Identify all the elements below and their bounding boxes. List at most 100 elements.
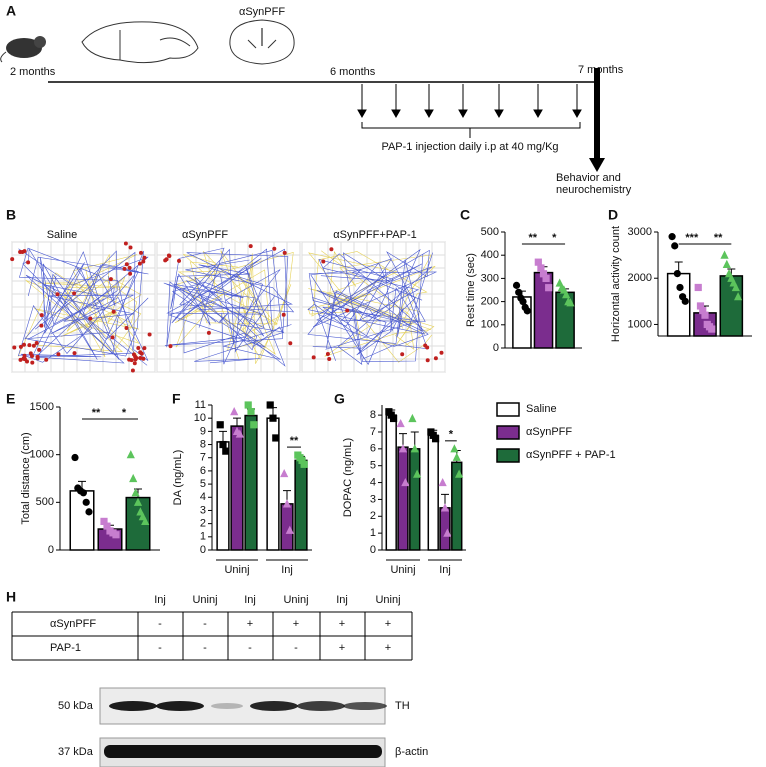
data-point — [438, 477, 447, 487]
rest-dot — [167, 254, 172, 258]
data-point — [671, 242, 679, 250]
track-path — [170, 247, 275, 353]
data-point — [141, 516, 150, 525]
legend: Saline αSynPFF αSynPFF + PAP-1 — [496, 402, 616, 463]
rest-dot — [72, 291, 77, 296]
significance-label: ** — [92, 407, 101, 419]
bar — [69, 490, 95, 551]
data-point — [515, 288, 523, 296]
rest-dot — [141, 259, 146, 264]
data-point — [247, 407, 255, 416]
rest-dot — [282, 250, 287, 255]
rest-dot — [288, 341, 293, 346]
track-images — [10, 241, 446, 373]
data-point — [250, 421, 258, 429]
outcome-label: neurochemistry — [556, 184, 632, 196]
data-point — [523, 307, 531, 315]
data-point — [230, 406, 239, 416]
bracket — [361, 122, 581, 138]
data-point — [216, 421, 224, 429]
rest-dot — [124, 326, 129, 330]
y-tick-label: 400 — [481, 249, 499, 261]
significance-label: *** — [685, 232, 699, 244]
rest-dot — [122, 266, 127, 271]
panel-label: C — [460, 207, 470, 223]
data-point — [566, 298, 575, 307]
data-point — [298, 456, 306, 464]
rest-dot — [142, 346, 147, 351]
bar — [385, 414, 397, 551]
rest-dot — [22, 342, 26, 347]
rest-dot — [18, 357, 23, 362]
blot-band — [104, 745, 382, 758]
rest-dot — [147, 332, 152, 337]
y-tick-label: 6 — [200, 465, 206, 477]
cell: - — [203, 618, 207, 630]
data-point — [235, 429, 244, 438]
data-point — [545, 284, 553, 292]
y-tick-label: 100 — [481, 319, 499, 331]
rest-dot — [325, 352, 330, 356]
panel-label: G — [334, 391, 345, 407]
data-point — [699, 306, 707, 315]
cell: - — [158, 642, 162, 654]
rest-dot — [168, 344, 173, 349]
rest-dot — [123, 241, 128, 246]
rest-dot — [12, 345, 17, 350]
track-title: αSynPFF — [182, 229, 228, 241]
blot-size: 37 kDa — [58, 746, 94, 758]
panel-label: F — [172, 391, 181, 407]
rest-dot — [311, 355, 316, 360]
significance-label: * — [552, 232, 557, 244]
cell: + — [385, 642, 391, 654]
y-tick-label: 2000 — [628, 272, 652, 284]
rest-dot — [281, 312, 286, 317]
rest-dot — [22, 357, 27, 361]
row-label: PAP-1 — [50, 642, 81, 654]
brain-sagittal — [81, 21, 199, 64]
y-tick-label: 2 — [370, 510, 376, 522]
data-point — [398, 444, 408, 453]
brain-coronal — [229, 19, 295, 65]
cell: - — [158, 618, 162, 630]
error-bar — [233, 417, 241, 427]
data-point — [431, 435, 440, 443]
rest-dot — [31, 343, 36, 348]
bar — [230, 425, 244, 551]
rest-dot — [127, 265, 132, 270]
rest-dot — [134, 356, 139, 360]
blot-table: Inj Uninj Inj Uninj Inj Uninj αSynPFF - - + + + + PAP… — [11, 594, 428, 758]
blot-bands — [109, 701, 387, 711]
data-point — [129, 473, 138, 483]
y-tick-label: 4 — [200, 491, 206, 503]
data-point — [534, 258, 542, 266]
track-path — [175, 251, 294, 355]
data-point — [222, 447, 230, 455]
data-point — [720, 250, 729, 259]
data-point — [443, 528, 452, 537]
data-point — [452, 452, 461, 461]
rest-dot — [88, 316, 93, 321]
y-tick-label: 11 — [195, 399, 206, 411]
rest-dot — [34, 341, 39, 345]
panel-label: A — [6, 3, 16, 19]
data-point — [731, 282, 740, 292]
y-tick-label: 3000 — [628, 226, 652, 238]
injection-arrows — [357, 84, 582, 119]
end-arrow-head — [589, 158, 605, 172]
data-point — [266, 401, 274, 409]
bar — [397, 446, 409, 551]
rest-dot — [141, 356, 146, 361]
y-tick-label: 1 — [200, 531, 206, 543]
data-point — [408, 413, 417, 423]
y-tick-label: 8 — [370, 409, 376, 421]
track-path — [324, 250, 436, 357]
y-tick-label: 0 — [493, 342, 499, 354]
y-axis-label: Horizontal activity count — [610, 226, 622, 342]
legend-swatch — [496, 448, 520, 463]
cell: + — [385, 618, 391, 630]
rest-dot — [433, 356, 438, 361]
time-label: 6 months — [330, 66, 376, 78]
rest-dot — [18, 344, 23, 349]
